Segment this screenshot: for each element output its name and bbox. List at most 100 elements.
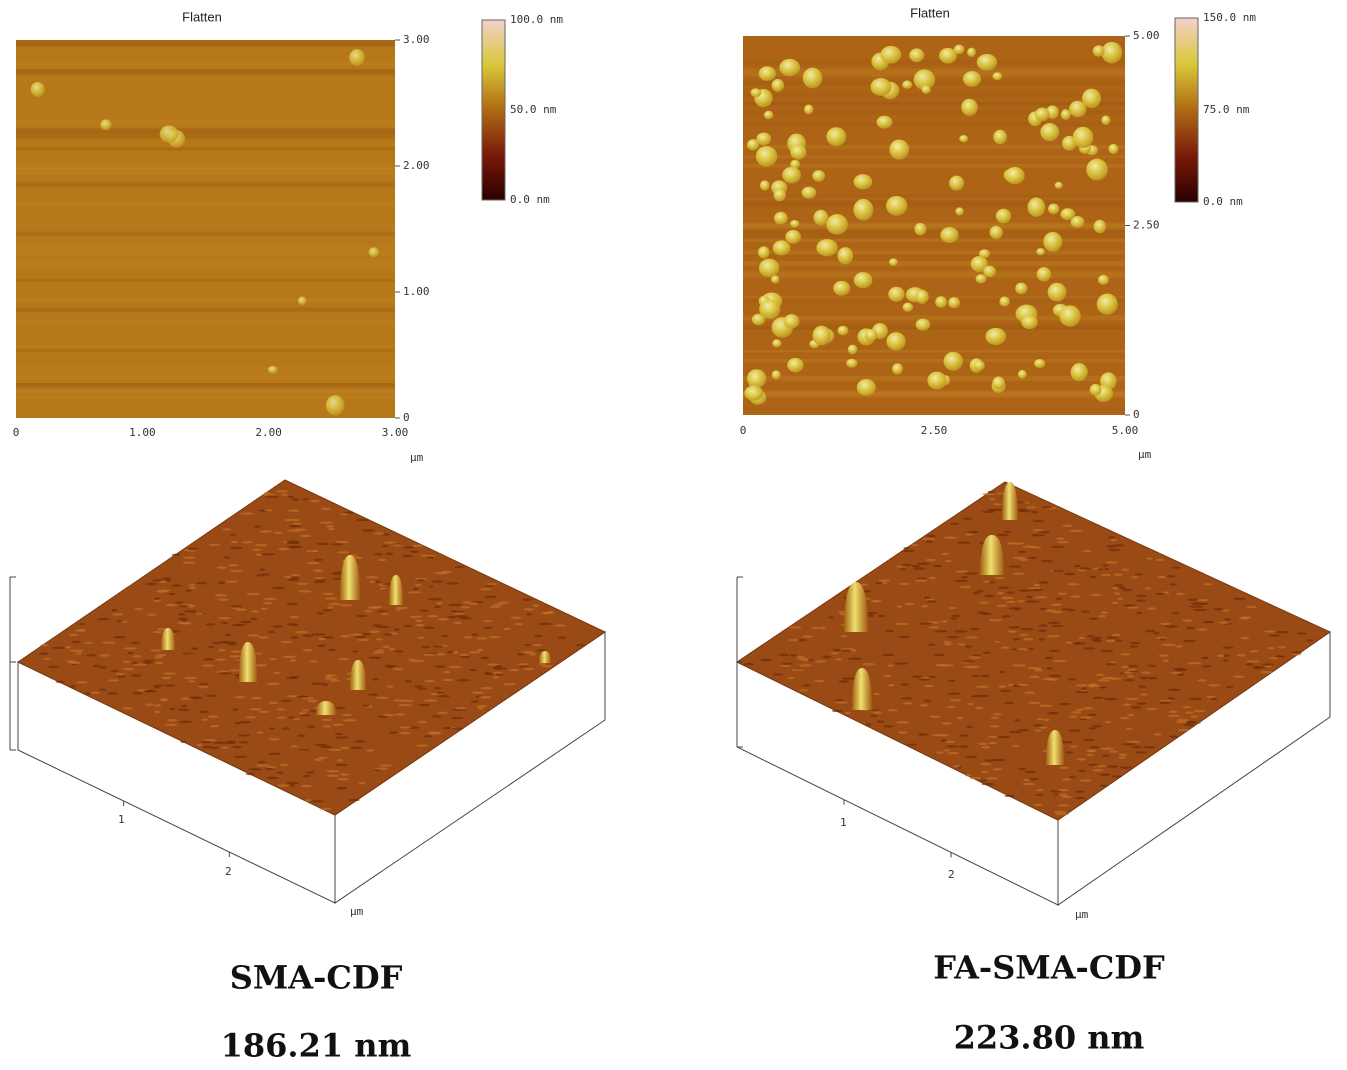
particle — [744, 386, 763, 401]
surface-texture — [1029, 676, 1039, 678]
surface-texture — [329, 603, 341, 605]
surface-texture — [229, 669, 240, 671]
surface-texture — [928, 644, 935, 646]
surface-texture — [913, 567, 925, 569]
surface-texture — [202, 746, 212, 748]
surface-texture — [1043, 719, 1050, 721]
particle — [1093, 45, 1105, 56]
surface-texture — [797, 658, 808, 660]
particle — [1071, 363, 1088, 381]
surface-texture — [876, 720, 884, 722]
surface-texture — [1176, 593, 1185, 595]
surface-texture — [980, 763, 991, 765]
surface-texture — [131, 642, 140, 644]
surface-texture — [1087, 714, 1097, 716]
surface-texture — [744, 663, 755, 665]
surface-texture — [919, 704, 928, 706]
surface-texture — [377, 610, 388, 612]
surface-texture — [1226, 686, 1233, 688]
surface-texture — [322, 719, 332, 721]
surface-texture — [901, 697, 912, 699]
surface-texture — [1175, 645, 1183, 647]
surface-texture — [280, 641, 292, 643]
surface-texture — [1001, 615, 1010, 617]
surface-texture — [998, 586, 1009, 588]
surface-texture — [1067, 583, 1080, 585]
surface-texture — [230, 534, 236, 536]
surface-texture — [832, 710, 843, 712]
surface-texture — [1075, 790, 1085, 792]
surface-texture — [1017, 729, 1029, 731]
surface-texture — [328, 528, 335, 530]
surface-texture — [991, 717, 1000, 719]
surface-texture — [210, 725, 219, 727]
surface-texture — [1058, 789, 1069, 791]
surface-texture — [221, 622, 228, 624]
scan-line — [16, 374, 395, 380]
surface-texture — [1177, 719, 1189, 721]
surface-texture — [300, 535, 312, 537]
surface-texture — [310, 800, 324, 802]
surface-texture — [1193, 609, 1207, 611]
surface-texture — [276, 708, 285, 710]
surface-texture — [1115, 639, 1122, 641]
surface-texture — [1088, 750, 1096, 752]
surface-texture — [936, 751, 944, 753]
surface-texture — [1047, 635, 1061, 637]
surface-texture — [288, 716, 295, 718]
surface-texture — [215, 658, 226, 660]
surface-texture — [79, 623, 86, 625]
particle — [774, 189, 786, 202]
surface-texture — [205, 623, 215, 625]
surface-texture — [945, 741, 955, 743]
surface-texture — [1006, 591, 1014, 593]
surface-texture — [993, 713, 1002, 715]
surface-texture — [283, 656, 297, 658]
surface-texture — [994, 641, 1001, 643]
surface-texture — [1120, 653, 1131, 655]
surface-texture — [983, 580, 991, 582]
surface-texture — [932, 734, 946, 736]
surface-texture — [1039, 581, 1050, 583]
particle — [772, 370, 781, 379]
surface-texture — [1269, 634, 1280, 636]
particle — [1060, 208, 1075, 220]
surface-texture — [215, 594, 227, 596]
surface-texture — [336, 787, 347, 789]
surface-texture — [323, 593, 334, 595]
surface-texture — [383, 646, 390, 648]
scan-line — [16, 245, 395, 250]
surface-texture — [287, 579, 299, 581]
surface-texture — [1019, 768, 1026, 770]
surface-texture — [1122, 589, 1132, 591]
particle — [772, 79, 784, 92]
surface-texture — [1210, 698, 1217, 700]
surface-texture — [878, 579, 890, 581]
surface-texture — [1051, 604, 1062, 606]
surface-texture — [946, 745, 958, 747]
surface-texture — [43, 658, 50, 660]
surface-texture — [1246, 660, 1259, 662]
surface-texture — [169, 708, 176, 710]
surface-texture — [452, 727, 464, 729]
surface-texture — [230, 547, 243, 549]
surface-texture — [374, 553, 383, 555]
surface-texture — [940, 664, 954, 666]
surface-texture — [196, 582, 207, 584]
surface-texture — [480, 588, 492, 590]
surface-texture — [277, 784, 290, 786]
scan-line — [743, 94, 1125, 98]
surface-texture — [112, 613, 124, 615]
surface-texture — [980, 675, 989, 677]
particle — [756, 146, 777, 167]
surface-texture — [428, 585, 435, 587]
surface-texture — [450, 717, 463, 719]
surface-texture — [988, 491, 994, 493]
surface-texture — [246, 593, 260, 595]
surface-texture — [950, 699, 961, 701]
surface-texture — [290, 577, 299, 579]
surface-texture — [485, 673, 493, 675]
particle — [759, 66, 776, 81]
surface-texture — [442, 679, 453, 681]
colorbar-label: 50.0 nm — [510, 103, 557, 116]
